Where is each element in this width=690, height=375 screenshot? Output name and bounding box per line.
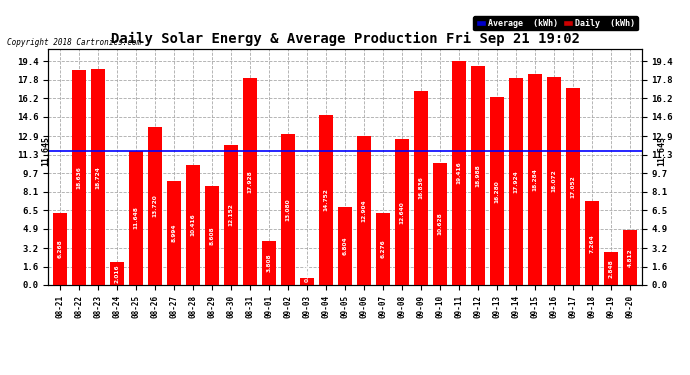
Text: 2.848: 2.848 (609, 259, 614, 278)
Text: 16.836: 16.836 (419, 177, 424, 200)
Text: 18.636: 18.636 (76, 166, 81, 189)
Text: 13.080: 13.080 (286, 198, 290, 221)
Bar (452, 61, 466, 285)
Text: 17.052: 17.052 (571, 176, 575, 198)
Text: 6.268: 6.268 (57, 240, 62, 258)
Bar (623, 230, 638, 285)
Text: 18.284: 18.284 (533, 168, 538, 191)
Text: 11.645: 11.645 (657, 136, 666, 166)
Bar (110, 262, 124, 285)
Text: 10.416: 10.416 (190, 214, 195, 236)
Bar (395, 140, 409, 285)
Text: 18.724: 18.724 (95, 166, 100, 189)
Title: Daily Solar Energy & Average Production Fri Sep 21 19:02: Daily Solar Energy & Average Production … (110, 32, 580, 46)
Bar (281, 134, 295, 285)
Bar (319, 115, 333, 285)
Text: 18.988: 18.988 (475, 164, 481, 187)
Text: 17.924: 17.924 (513, 170, 519, 193)
Bar (509, 78, 523, 285)
Bar (547, 77, 562, 285)
Bar (528, 74, 542, 285)
Bar (90, 69, 105, 285)
Bar (262, 241, 276, 285)
Text: 6.276: 6.276 (381, 240, 386, 258)
Text: 0.572: 0.572 (304, 263, 309, 282)
Text: 12.152: 12.152 (228, 204, 233, 226)
Bar (585, 201, 600, 285)
Bar (338, 207, 352, 285)
Text: 10.628: 10.628 (437, 212, 442, 235)
Bar (128, 151, 143, 285)
Text: 11.645: 11.645 (41, 136, 50, 166)
Text: 2.016: 2.016 (115, 264, 119, 283)
Bar (186, 165, 200, 285)
Text: 7.264: 7.264 (590, 234, 595, 252)
Text: 18.072: 18.072 (552, 170, 557, 192)
Text: 19.416: 19.416 (457, 162, 462, 184)
Text: 8.994: 8.994 (171, 224, 177, 242)
Text: 12.640: 12.640 (400, 201, 404, 223)
Text: 4.812: 4.812 (628, 248, 633, 267)
Text: 11.648: 11.648 (133, 207, 138, 230)
Bar (376, 213, 390, 285)
Bar (490, 98, 504, 285)
Bar (604, 252, 618, 285)
Text: Copyright 2018 Cartronics.com: Copyright 2018 Cartronics.com (7, 38, 141, 47)
Bar (167, 182, 181, 285)
Text: 14.752: 14.752 (324, 189, 328, 211)
Text: 17.928: 17.928 (248, 170, 253, 193)
Bar (433, 162, 447, 285)
Text: 16.280: 16.280 (495, 180, 500, 203)
Bar (224, 145, 238, 285)
Text: 12.904: 12.904 (362, 200, 366, 222)
Bar (300, 278, 314, 285)
Text: 13.720: 13.720 (152, 195, 157, 217)
Legend: Average  (kWh), Daily  (kWh): Average (kWh), Daily (kWh) (473, 16, 638, 30)
Text: 6.804: 6.804 (342, 237, 348, 255)
Bar (148, 127, 162, 285)
Bar (72, 70, 86, 285)
Text: 3.808: 3.808 (266, 254, 271, 272)
Bar (52, 213, 67, 285)
Bar (414, 91, 428, 285)
Bar (566, 88, 580, 285)
Text: 8.608: 8.608 (209, 226, 215, 245)
Bar (357, 136, 371, 285)
Bar (205, 186, 219, 285)
Bar (243, 78, 257, 285)
Bar (471, 66, 485, 285)
